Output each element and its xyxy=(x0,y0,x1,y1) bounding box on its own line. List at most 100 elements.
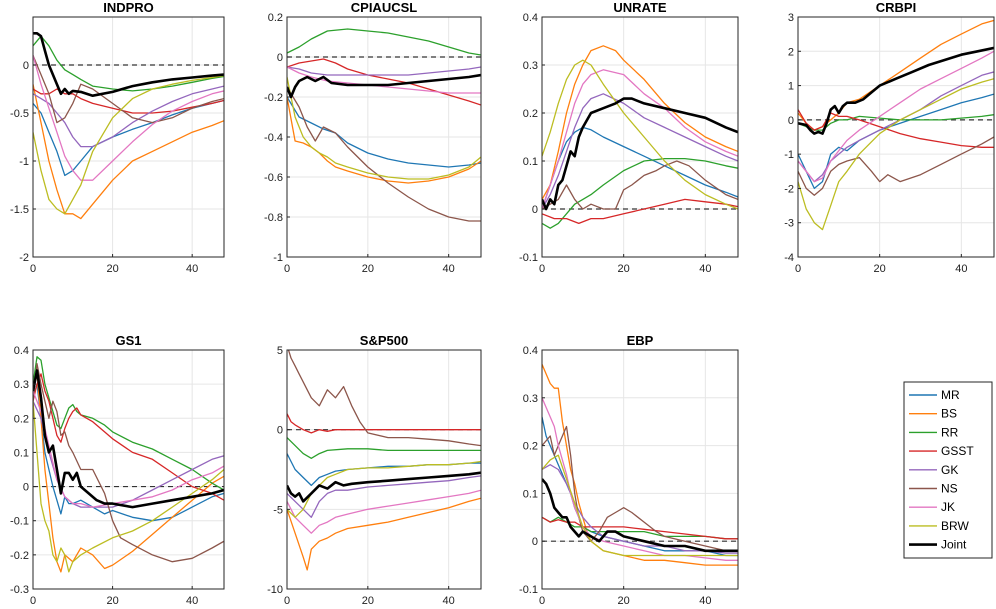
y-tick-label: -10 xyxy=(267,584,283,596)
series-line-gsst xyxy=(33,373,224,501)
series-line-bs xyxy=(542,45,738,200)
y-tick-label: -0.1 xyxy=(519,584,538,596)
series-line-jk xyxy=(33,390,224,508)
y-tick-label: -1 xyxy=(273,252,283,264)
series-line-brw xyxy=(798,78,994,231)
series-line-rr xyxy=(33,35,224,92)
y-tick-label: 5 xyxy=(277,345,283,357)
x-tick-label: 0 xyxy=(284,263,290,275)
y-tick-label: -3 xyxy=(784,218,794,230)
panel-indpro: 0 20 40 -2 -1.5 -1 -0.5 0 INDPRO xyxy=(10,0,225,275)
series-line-jk xyxy=(33,55,224,181)
y-tick-label: 0.3 xyxy=(14,379,29,391)
plot-area xyxy=(287,350,481,589)
x-tick-label: 0 xyxy=(30,595,36,607)
series-line-gsst xyxy=(287,413,481,434)
x-tick-label: 40 xyxy=(186,263,198,275)
series-line-gk xyxy=(287,66,481,76)
series-line-brw xyxy=(33,74,224,215)
y-tick-label: -0.4 xyxy=(264,132,283,144)
y-tick-label: -0.1 xyxy=(519,252,538,264)
axes-box xyxy=(541,16,739,258)
series-line-ns xyxy=(287,350,481,447)
series-line-bs xyxy=(33,84,224,220)
panel-cpiaucsl: 0 20 40 -1 -0.8 -0.6 -0.4 -0.2 0 0.2 CPIAUCSL xyxy=(264,0,482,275)
series-line-rr xyxy=(542,157,738,229)
y-tick-label: 2 xyxy=(788,46,794,58)
y-tick-label: -1 xyxy=(784,149,794,161)
x-tick-label: 40 xyxy=(186,595,198,607)
series-line-rr xyxy=(33,356,224,491)
legend-label: JK xyxy=(941,500,955,514)
chart-title: S&P500 xyxy=(360,333,408,348)
y-tick-label: 0.4 xyxy=(14,345,29,357)
series-line-joint xyxy=(542,478,738,553)
series-line-rr xyxy=(798,114,994,131)
y-tick-label: 0 xyxy=(788,115,794,127)
x-tick-label: 40 xyxy=(699,595,711,607)
legend-item-rr: RR xyxy=(909,425,959,439)
series-line-rr xyxy=(542,516,738,540)
y-tick-label: 3 xyxy=(788,12,794,24)
series-line-joint xyxy=(542,97,738,211)
series-line-joint xyxy=(287,471,481,503)
y-tick-label: 0.2 xyxy=(523,441,538,453)
chart-title: CPIAUCSL xyxy=(351,0,418,15)
series-line-brw xyxy=(287,76,481,180)
plot-area xyxy=(33,17,224,257)
y-tick-label: -0.6 xyxy=(264,172,283,184)
series-line-gk xyxy=(542,93,738,210)
y-tick-label: -1.5 xyxy=(10,204,29,216)
series-line-gk xyxy=(33,85,224,148)
legend-item-ns: NS xyxy=(909,482,958,496)
legend-label: GK xyxy=(941,463,958,477)
legend-label: Joint xyxy=(941,538,967,552)
series-line-brw xyxy=(33,401,224,573)
y-tick-label: 0.4 xyxy=(523,345,538,357)
series-line-brw xyxy=(542,59,738,210)
series-line-gsst xyxy=(33,88,224,114)
y-tick-label: -0.5 xyxy=(10,108,29,120)
y-tick-label: 0.1 xyxy=(523,156,538,168)
y-tick-label: 0 xyxy=(277,425,283,437)
y-tick-label: -5 xyxy=(273,504,283,516)
y-tick-label: -2 xyxy=(19,252,29,264)
axes-box xyxy=(32,349,225,590)
x-tick-label: 40 xyxy=(443,595,455,607)
legend: MR BS RR GSST GK NS JK BRW Joint xyxy=(903,381,993,559)
x-tick-label: 20 xyxy=(874,263,886,275)
y-tick-label: -1 xyxy=(19,156,29,168)
series-line-ns xyxy=(33,55,224,124)
legend-item-bs: BS xyxy=(909,407,957,421)
series-line-bs xyxy=(33,373,224,573)
series-line-joint xyxy=(798,46,994,135)
x-tick-label: 20 xyxy=(106,595,118,607)
chart-title: CRBPI xyxy=(876,0,916,15)
y-tick-label: 1 xyxy=(788,81,794,93)
series-line-jk xyxy=(798,50,994,183)
legend-label: RR xyxy=(941,425,959,439)
y-tick-label: -0.2 xyxy=(10,550,29,562)
chart-title: GS1 xyxy=(115,333,141,348)
x-tick-label: 40 xyxy=(955,263,967,275)
series-line-bs xyxy=(287,96,481,184)
x-tick-label: 0 xyxy=(539,595,545,607)
x-tick-label: 20 xyxy=(106,263,118,275)
axes-box xyxy=(541,349,739,590)
legend-item-gk: GK xyxy=(909,463,958,477)
legend-label: BRW xyxy=(941,519,969,533)
legend-label: MR xyxy=(941,388,960,402)
x-tick-label: 20 xyxy=(618,263,630,275)
x-tick-label: 0 xyxy=(284,595,290,607)
legend-item-brw: BRW xyxy=(909,519,969,533)
y-tick-label: -4 xyxy=(784,252,794,264)
y-tick-label: 0 xyxy=(23,482,29,494)
series-line-brw xyxy=(287,460,481,518)
x-tick-label: 20 xyxy=(362,595,374,607)
y-tick-label: 0.2 xyxy=(268,12,283,24)
series-line-mr xyxy=(542,126,738,210)
chart-title: EBP xyxy=(627,333,654,348)
